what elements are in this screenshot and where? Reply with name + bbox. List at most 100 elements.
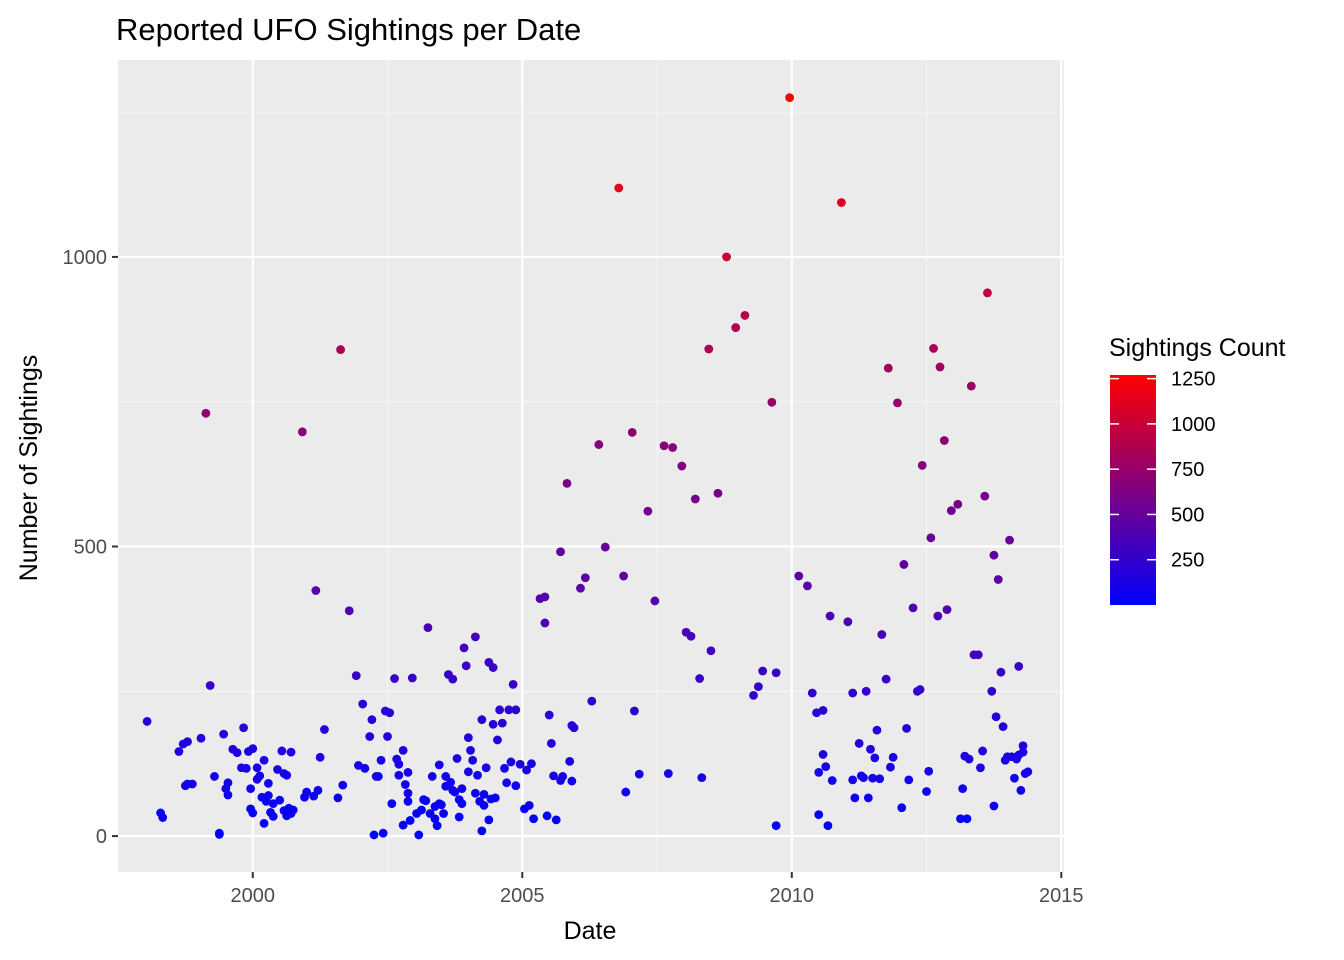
data-point [466, 745, 475, 755]
data-point [569, 723, 579, 733]
data-point [627, 428, 637, 437]
data-point [998, 722, 1008, 732]
data-point [897, 803, 907, 813]
y-axis-title: Number of Sightings [15, 355, 43, 582]
data-point [286, 747, 296, 757]
data-point [497, 718, 507, 728]
x-axis-title: Date [564, 917, 617, 945]
data-point [904, 775, 914, 785]
data-point [883, 363, 893, 373]
data-point [504, 705, 514, 715]
data-point [917, 461, 927, 470]
data-point [320, 725, 329, 734]
data-point [367, 715, 377, 725]
data-point [495, 705, 505, 715]
data-point [524, 800, 534, 810]
data-point [214, 829, 224, 839]
chart-title: Reported UFO Sightings per Date [116, 12, 581, 47]
data-point [713, 488, 723, 498]
data-point [313, 785, 323, 795]
data-point [511, 705, 521, 715]
data-point [565, 756, 575, 766]
data-point [142, 717, 152, 726]
data-point [872, 725, 882, 735]
data-point [1018, 741, 1028, 751]
data-point [394, 770, 404, 780]
data-point [540, 592, 550, 602]
data-point [403, 788, 413, 798]
data-point [479, 789, 489, 799]
plot-panel [118, 60, 1064, 872]
data-point [843, 617, 853, 627]
data-point [369, 830, 379, 840]
data-point [158, 813, 168, 822]
data-point [385, 708, 395, 718]
data-point [527, 759, 536, 769]
data-point [785, 93, 795, 103]
data-point [268, 799, 278, 809]
data-point [821, 762, 831, 771]
data-point [807, 688, 817, 698]
data-point [421, 796, 431, 806]
x-tick-label: 2000 [231, 885, 276, 907]
data-point [549, 771, 558, 781]
y-tick-label: 1000 [63, 247, 108, 269]
data-point [861, 686, 871, 696]
legend-title: Sightings Count [1109, 334, 1286, 362]
data-point [508, 679, 518, 689]
data-point [365, 732, 375, 741]
data-point [740, 311, 750, 320]
data-point [794, 571, 804, 581]
data-point [259, 818, 269, 828]
data-point [457, 784, 467, 793]
data-point [417, 805, 426, 815]
data-point [877, 630, 887, 639]
data-point [268, 811, 278, 821]
data-point [827, 776, 837, 785]
data-point [964, 754, 974, 764]
data-point [621, 787, 631, 797]
data-point [722, 252, 731, 262]
y-tick-label: 0 [96, 826, 107, 848]
data-point [587, 696, 597, 706]
data-point [400, 780, 410, 789]
data-point [248, 808, 258, 818]
data-point [459, 643, 469, 653]
data-point [758, 666, 768, 676]
data-point [468, 755, 478, 765]
data-point [600, 542, 610, 552]
x-tick-label: 2005 [500, 885, 545, 907]
data-point [490, 793, 500, 803]
data-point [663, 769, 673, 778]
data-point [854, 739, 864, 748]
data-point [390, 674, 399, 683]
data-point [659, 441, 669, 451]
data-point [515, 759, 525, 769]
legend: Sightings Count 1250 1000 750 500 250 [1109, 334, 1286, 605]
data-point [888, 752, 898, 762]
data-point [338, 780, 348, 790]
data-point [263, 791, 273, 800]
data-point [542, 811, 552, 821]
data-point [336, 345, 346, 354]
legend-label: 750 [1171, 459, 1204, 481]
data-point [540, 618, 550, 628]
data-point [358, 699, 368, 709]
y-tick-label: 500 [74, 537, 107, 559]
data-point [351, 671, 361, 681]
data-point [825, 611, 835, 621]
data-point [953, 499, 963, 509]
data-point [771, 821, 781, 831]
data-point [484, 815, 494, 825]
legend-label: 1250 [1171, 369, 1216, 391]
data-point [922, 787, 931, 796]
data-point [749, 690, 758, 700]
data-point [423, 623, 433, 632]
data-point [989, 801, 999, 811]
data-point [814, 810, 824, 820]
data-point [248, 744, 258, 754]
data-point [989, 550, 999, 560]
data-point [706, 646, 716, 656]
data-point [376, 755, 386, 765]
